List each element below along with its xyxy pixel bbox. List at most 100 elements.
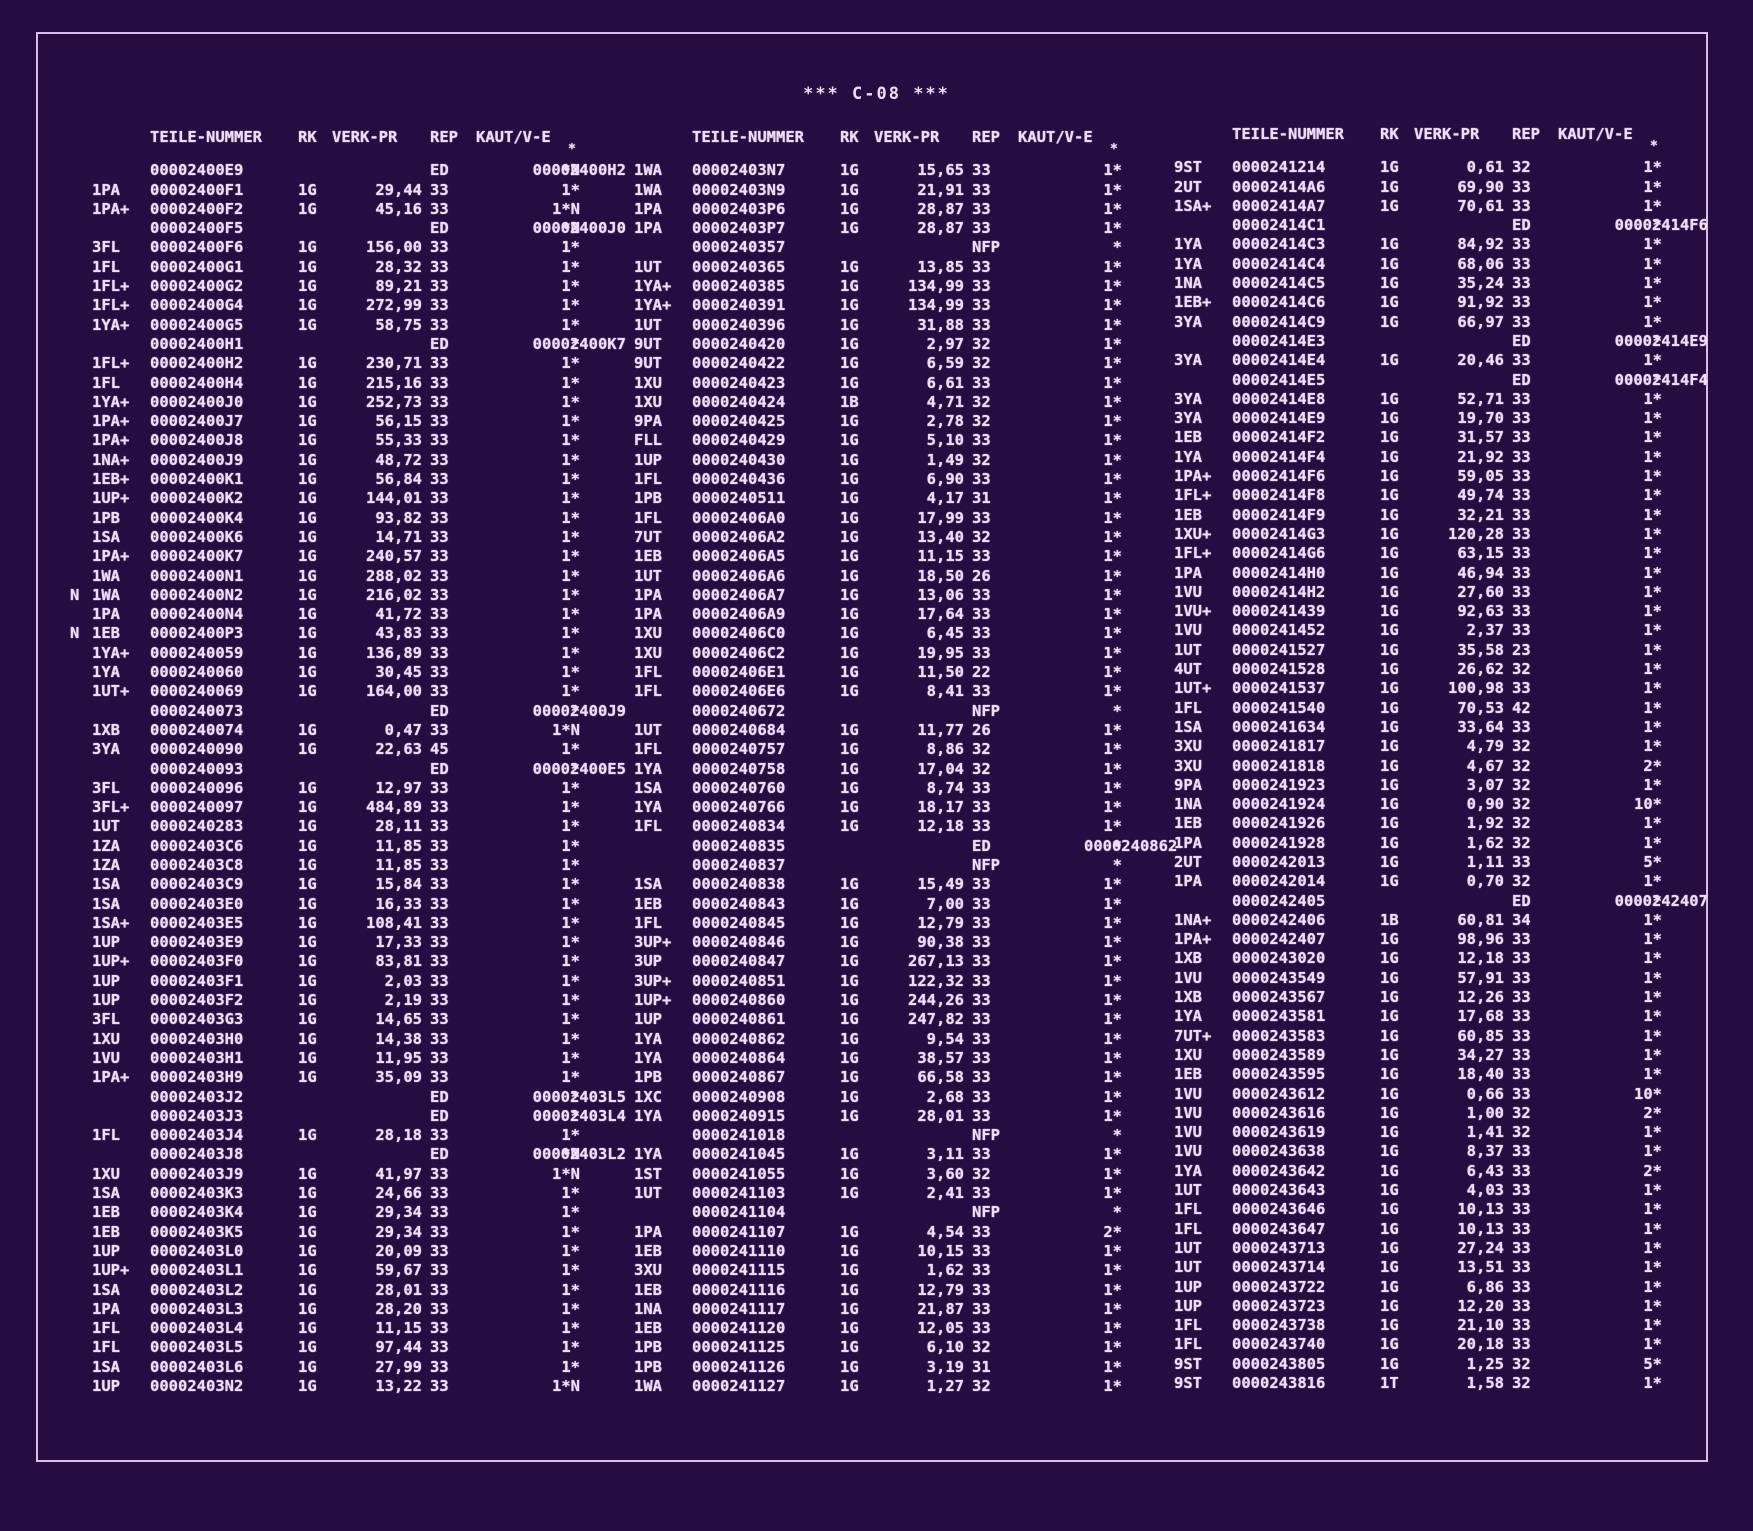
cell-kv: 1*	[561, 1280, 580, 1299]
cell-vp: 41,97	[375, 1164, 422, 1183]
cell-vp: 21,87	[917, 1299, 964, 1318]
cell-ref: 1EB+	[92, 470, 130, 489]
cell-num: 0000240847	[692, 952, 786, 971]
table-row: 1XU 00002406C2 1G 19,95 33 1*	[612, 644, 1132, 663]
cell-rk: 1G	[298, 836, 317, 855]
table-row: 0000240093 ED 00002400E5 *	[70, 760, 626, 779]
cell-num: 00002414A7	[1232, 196, 1326, 215]
cell-kv: 1*	[1643, 254, 1662, 273]
cell-ref: 1YA+	[92, 315, 130, 334]
cell-vp: 0,90	[1466, 795, 1504, 814]
cell-rep: 32	[1512, 814, 1531, 833]
cell-vp: 2,97	[926, 334, 964, 353]
cell-tail: ED 00002400J9	[430, 701, 626, 720]
cell-rk: 1G	[298, 508, 317, 527]
cell-num: 0000240396	[692, 315, 786, 334]
table-row: 1UP 00002403L0 1G 20,09 33 1*	[70, 1242, 590, 1261]
cell-kv: *	[1652, 216, 1662, 235]
cell-kv: 1*N	[552, 1164, 580, 1183]
cell-num: 00002414G6	[1232, 544, 1326, 563]
cell-ref: 1EB	[1174, 428, 1202, 447]
cell-num: 0000243723	[1232, 1296, 1326, 1315]
cell-tail: ED 00002403L4	[430, 1106, 626, 1125]
cell-vp: 69,90	[1457, 177, 1504, 196]
cell-kv: 1*	[561, 392, 580, 411]
cell-ref: 1UT+	[1174, 679, 1212, 698]
cell-num: 00002400K4	[150, 508, 244, 527]
cell-ref: 1SA	[92, 1184, 120, 1203]
cell-num: 0000243567	[1232, 988, 1326, 1007]
table-row: 1EB 0000241120 1G 12,05 33 1*	[612, 1319, 1132, 1338]
cell-rk: 1G	[1380, 524, 1399, 543]
cell-ref: 3YA	[1174, 351, 1202, 370]
cell-ref: 1FL	[634, 817, 662, 836]
cell-num: 00002414H0	[1232, 563, 1326, 582]
cell-tail: ED 00002400E5	[430, 759, 626, 778]
cell-rep: 33	[1512, 1161, 1531, 1180]
cell-rk: 1G	[298, 740, 317, 759]
cell-rep: 33	[1512, 1084, 1531, 1103]
cell-rep: 33	[972, 1299, 991, 1318]
cell-num: 00002406A0	[692, 508, 786, 527]
cell-num: 0000240391	[692, 296, 786, 315]
cell-kv: 1*	[1643, 640, 1662, 659]
cell-num: 0000240684	[692, 720, 786, 739]
cell-kv: 1*	[561, 1029, 580, 1048]
cell-ref: 1PA	[634, 605, 662, 624]
cell-vp: 14,65	[375, 1010, 422, 1029]
cell-ref: 7UT+	[1174, 1026, 1212, 1045]
table-row: 1FL+ 00002400G2 1G 89,21 33 1*	[70, 277, 590, 296]
cell-ref: 1FL	[634, 740, 662, 759]
cell-rk: 1G	[840, 1222, 859, 1241]
table-row: 1EB 00002414F9 1G 32,21 33 1*	[1152, 506, 1672, 525]
cell-rk: 1G	[1380, 544, 1399, 563]
cell-rk: 1G	[1380, 1335, 1399, 1354]
cell-vp: 1,62	[926, 1261, 964, 1280]
cell-num: 00002400G4	[150, 296, 244, 315]
cell-kv: 2*	[1643, 1161, 1662, 1180]
cell-kv: 1*	[1103, 373, 1122, 392]
cell-num: 0000243714	[1232, 1258, 1326, 1277]
cell-rk: 1G	[1380, 756, 1399, 775]
cell-ref: 9UT	[634, 334, 662, 353]
cell-num: 0000243642	[1232, 1161, 1326, 1180]
cell-vp: 15,84	[375, 875, 422, 894]
cell-kv: 5*	[1643, 1354, 1662, 1373]
cell-ref: 1XU	[634, 392, 662, 411]
cell-ref: 1XB	[1174, 988, 1202, 1007]
cell-kv: 1*	[1643, 312, 1662, 331]
cell-ref: 1FL	[1174, 1316, 1202, 1335]
cell-rk: 1G	[298, 470, 317, 489]
cell-ref: 1FL	[634, 663, 662, 682]
cell-num: 0000241926	[1232, 814, 1326, 833]
table-row: 00002403J8 ED 00002403L2 *N	[70, 1145, 626, 1164]
cell-num: 0000241115	[692, 1261, 786, 1280]
cell-vp: 4,17	[926, 489, 964, 508]
cell-vp: 28,11	[375, 817, 422, 836]
cell-rep: 33	[430, 875, 449, 894]
cell-kv: 1*	[1103, 450, 1122, 469]
cell-rep: 33	[972, 296, 991, 315]
column-block-3: TEILE-NUMMER RK VERK-PR REP KAUT/V-E * 9ST 0000…	[1152, 125, 1708, 1393]
table-row: 1PA 0000241928 1G 1,62 32 1*	[1152, 834, 1672, 853]
cell-num: 0000240845	[692, 913, 786, 932]
cell-rep: 33	[1512, 409, 1531, 428]
cell-vp: 7,00	[926, 894, 964, 913]
cell-rep: 33	[430, 971, 449, 990]
cell-ref: 1XU+	[1174, 524, 1212, 543]
cell-kv: 1*	[1643, 1374, 1662, 1392]
cell-vp: 13,40	[917, 527, 964, 546]
table-row: 1YA 0000240766 1G 18,17 33 1*	[612, 798, 1132, 817]
table-row: 1UT 0000241527 1G 35,58 23 1*	[1152, 641, 1672, 660]
cell-tail: ED 00002414F6	[1512, 216, 1708, 235]
cell-ref: 1YA	[634, 1048, 662, 1067]
column-header: TEILE-NUMMER RK VERK-PR REP KAUT/V-E *	[1152, 125, 1672, 154]
cell-ref: 1VU	[1174, 1123, 1202, 1142]
cell-num: 00002403F1	[150, 971, 244, 990]
cell-kv: 1*	[1103, 1010, 1122, 1029]
cell-ref: 3UP+	[634, 933, 672, 952]
cell-vp: 28,32	[375, 257, 422, 276]
cell-kv: 1*	[1643, 698, 1662, 717]
cell-rep: 33	[430, 663, 449, 682]
cell-rk: 1G	[1380, 679, 1399, 698]
